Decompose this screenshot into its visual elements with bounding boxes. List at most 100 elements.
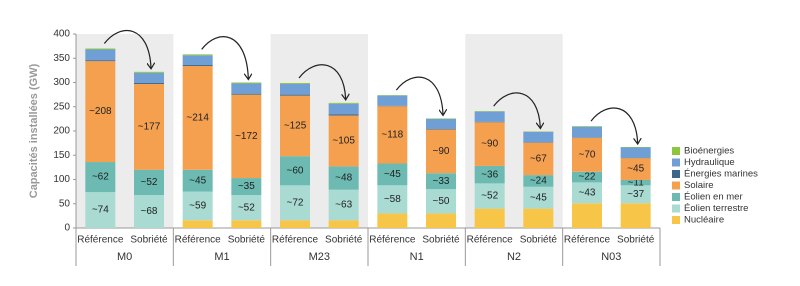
y-tick-label: 150 [53, 150, 70, 161]
bar-segment [328, 115, 359, 167]
x-tick-label: Référence [175, 235, 222, 246]
y-tick-label: 300 [53, 77, 70, 88]
x-tick-label: Sobriété [130, 235, 168, 246]
y-tick-label: 0 [64, 223, 70, 234]
data-label: ~52 [481, 191, 498, 202]
data-label: ~33 [433, 176, 450, 187]
legend-swatch [672, 216, 680, 224]
data-label: ~45 [384, 169, 401, 180]
data-label: ~105 [332, 136, 355, 147]
legend-label: Solaire [684, 180, 714, 191]
data-label: ~214 [186, 113, 209, 124]
x-tick-label: Référence [272, 235, 319, 246]
bar-segment [426, 213, 456, 228]
bar-segment [85, 60, 116, 62]
legend-swatch [672, 181, 680, 190]
bar-segment [620, 203, 651, 228]
data-label: ~62 [92, 172, 109, 183]
data-label: ~48 [335, 173, 352, 184]
x-tick-label: Référence [369, 235, 416, 246]
data-label: ~125 [284, 121, 307, 132]
x-tick-label: Sobriété [520, 235, 558, 246]
bar-segment [328, 114, 359, 116]
bar-segment [426, 173, 456, 190]
bar-segment [280, 156, 310, 186]
bar-segment [231, 82, 262, 84]
bar-segment [134, 169, 164, 196]
group-label: M1 [214, 251, 229, 263]
bar-segment [182, 191, 213, 221]
bar-segment [231, 220, 262, 228]
bar-segment [523, 131, 554, 143]
data-label: ~63 [335, 200, 352, 211]
bar-segment [182, 220, 213, 228]
bar-segment [134, 195, 164, 228]
y-tick-label: 50 [59, 198, 71, 209]
bar-segment [182, 55, 213, 66]
data-label: ~74 [92, 205, 109, 216]
x-tick-label: Sobriété [422, 235, 460, 246]
bar-segment [572, 203, 602, 228]
bar-segment [182, 169, 213, 192]
arrow [493, 92, 541, 128]
x-tick-label: Référence [77, 235, 124, 246]
legend-label: Hydraulique [684, 157, 735, 168]
bar-segment [377, 163, 408, 186]
group-label: N1 [410, 251, 424, 263]
bar-segment [426, 118, 456, 130]
bar-segment [523, 186, 554, 209]
x-tick-label: Référence [467, 235, 514, 246]
bar-segment [85, 162, 116, 193]
bar-segment [474, 165, 505, 184]
x-tick-label: Sobriété [617, 235, 655, 246]
bar-segment [328, 220, 359, 228]
data-label: ~45 [530, 192, 547, 203]
legend-swatch [672, 193, 680, 201]
bar-segment [231, 178, 262, 196]
legend-swatch [672, 170, 680, 178]
bar-segment [474, 183, 505, 209]
bar-segment [85, 192, 116, 228]
legend-label: Éolien en mer [684, 192, 743, 203]
bar-segment [231, 83, 262, 94]
y-axis-title: Capacités installées (GW) [28, 63, 40, 198]
arrow [201, 36, 249, 79]
bar-segment [328, 103, 359, 115]
data-label: ~208 [89, 106, 112, 117]
data-label: ~52 [238, 202, 255, 213]
bar-segment [182, 66, 213, 170]
legend-label: Énergies marines [684, 169, 758, 180]
bar-segment [231, 94, 262, 179]
bar-segment [182, 65, 213, 67]
legend-label: Nucléaire [684, 215, 724, 226]
bar-segment [620, 185, 651, 204]
bar-segment [474, 208, 505, 228]
bar-segment [377, 95, 408, 106]
arrow [298, 64, 346, 99]
legend-swatch [672, 158, 680, 167]
group-label: M23 [309, 251, 330, 263]
data-label: ~52 [141, 177, 158, 188]
data-label: ~70 [579, 149, 596, 160]
data-label: ~36 [481, 169, 498, 180]
bar-segment [134, 71, 164, 73]
bar-segment [134, 82, 164, 84]
bar-segment [620, 179, 651, 186]
legend-swatch [672, 147, 680, 155]
data-label: ~60 [287, 165, 304, 176]
legend-label: Bioénergies [684, 146, 734, 157]
arrow [395, 76, 443, 114]
y-tick-label: 400 [53, 29, 70, 40]
bar-segment [620, 147, 651, 158]
data-label: ~90 [481, 139, 498, 150]
group-label: M0 [117, 251, 132, 263]
bar-segment [523, 175, 554, 187]
legend-label: Éolien terrestre [684, 203, 748, 214]
data-label: ~22 [579, 172, 596, 183]
data-label: ~72 [287, 197, 304, 208]
data-label: ~35 [238, 181, 255, 192]
group-label: N03 [601, 251, 621, 263]
legend-swatch [672, 204, 680, 213]
bar-segment [280, 185, 310, 221]
